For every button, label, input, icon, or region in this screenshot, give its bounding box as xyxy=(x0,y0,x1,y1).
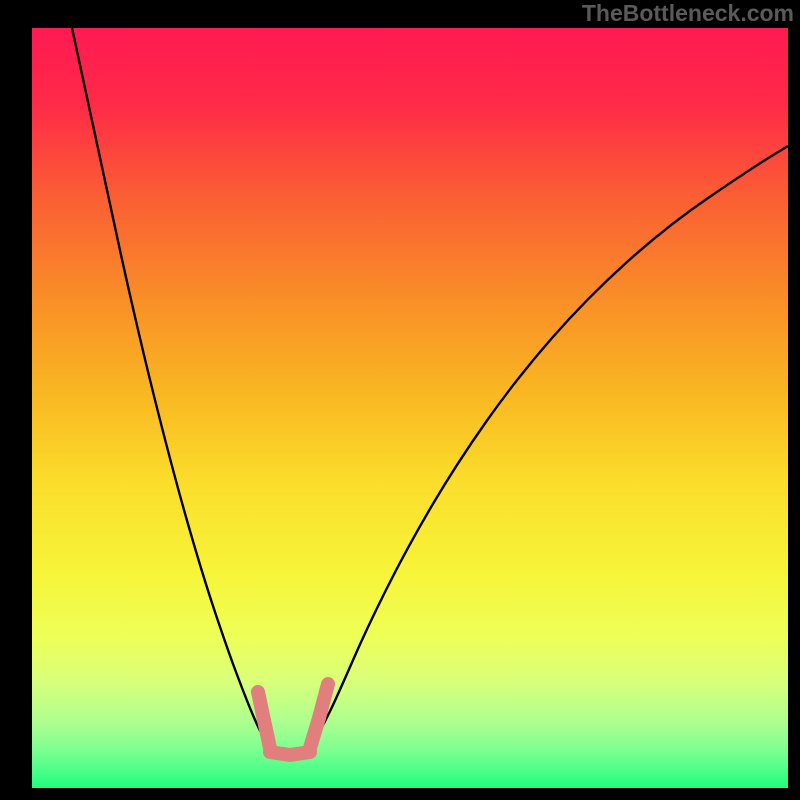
marker-right xyxy=(310,684,328,748)
watermark-text: TheBottleneck.com xyxy=(582,0,794,27)
chart-outer: TheBottleneck.com xyxy=(0,0,800,800)
curve-layer xyxy=(32,28,788,788)
plot-area xyxy=(32,28,788,788)
marker-left xyxy=(258,692,270,748)
bottleneck-curve xyxy=(72,28,788,754)
marker-bottom xyxy=(270,752,310,755)
